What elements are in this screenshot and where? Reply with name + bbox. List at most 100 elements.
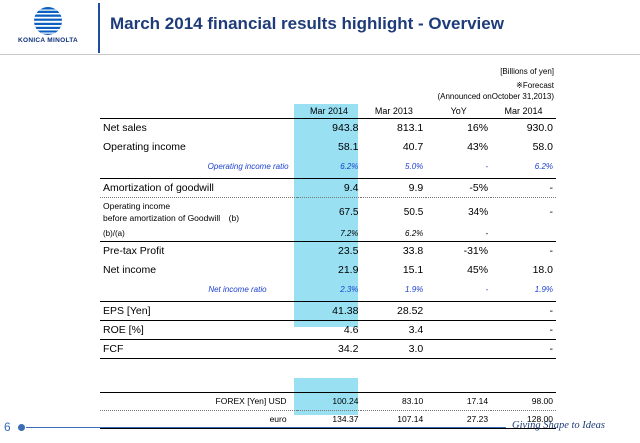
header-cell: Mar 2013	[361, 104, 427, 119]
row-label: Amortization of goodwill	[100, 178, 297, 198]
table-cell: -	[426, 227, 492, 242]
financial-table: Mar 2014 Mar 2013 YoY Mar 2014 Net sales…	[100, 104, 556, 429]
row-label: ROE [%]	[100, 320, 297, 340]
units-note: [Billions of yen]	[500, 67, 554, 76]
table-cell: 4.6	[296, 320, 362, 340]
table-cell: 134.37	[296, 410, 362, 429]
header-cell: Mar 2014	[296, 104, 362, 119]
table-row: EPS [Yen] 41.38 28.52 -	[100, 301, 556, 321]
table-cell: 1.9%	[361, 279, 427, 302]
footer-dot	[18, 424, 25, 431]
table-cell: -	[549, 206, 553, 218]
header-cell: Mar 2014	[491, 104, 556, 119]
table-cell: 58.0	[532, 140, 553, 153]
row-label: euro	[100, 410, 297, 429]
table-row: (b)/(a) 7.2% 6.2% -	[100, 227, 556, 242]
row-label: Net income ratio	[100, 279, 297, 302]
table-cell: 2.3%	[296, 279, 362, 302]
slide-title: March 2014 financial results highlight -…	[110, 14, 504, 33]
table-cell: 21.9	[337, 263, 359, 276]
table-header-row: Mar 2014 Mar 2013 YoY Mar 2014	[100, 104, 556, 119]
table-cell: 813.1	[396, 121, 424, 134]
row-label: Operating income before amortization of …	[100, 197, 297, 227]
table-cell: 17.14	[426, 392, 492, 411]
table-cell	[426, 301, 492, 321]
table-row: Operating income 58.1 40.7 43% 58.0	[100, 137, 556, 156]
table-cell: 50.5	[403, 206, 424, 218]
globe-logo-icon	[34, 7, 62, 35]
table-spacer	[100, 358, 556, 393]
table-cell: -	[491, 301, 556, 321]
row-label: FOREX [Yen] USD	[100, 392, 297, 411]
table-cell: 33.8	[402, 244, 424, 257]
table-cell: 16%	[467, 121, 489, 134]
table-cell: 943.8	[332, 121, 359, 134]
table-cell: -	[426, 279, 492, 302]
table-row: ROE [%] 4.6 3.4 -	[100, 320, 556, 340]
header-divider	[0, 54, 640, 55]
table-row: Amortization of goodwill 9.4 9.9 -5% -	[100, 178, 556, 198]
row-label: Pre-tax Profit	[103, 244, 165, 257]
table-cell: 128.00	[491, 410, 556, 429]
forecast-note: ※Forecast	[516, 81, 554, 90]
table-cell: 100.24	[296, 392, 362, 411]
table-cell: 9.4	[296, 178, 362, 198]
table-cell: 40.7	[402, 140, 424, 153]
brand-name: KONICA MINOLTA	[17, 37, 79, 44]
table-cell	[426, 339, 492, 359]
table-row: euro 134.37 107.14 27.23 128.00	[100, 410, 556, 429]
row-label-line: Operating income	[103, 201, 171, 212]
table-cell: 18.0	[532, 263, 553, 276]
table-cell: 98.00	[491, 392, 556, 411]
table-cell: 107.14	[361, 410, 427, 429]
row-label: Operating income ratio	[100, 156, 297, 179]
table-cell: 7.2%	[296, 227, 362, 242]
footer-divider	[26, 427, 506, 428]
row-label: EPS [Yen]	[100, 301, 297, 321]
table-cell: 3.0	[361, 339, 427, 359]
company-logo: KONICA MINOLTA	[8, 4, 88, 48]
title-accent-bar	[98, 3, 100, 53]
table-cell: -	[491, 178, 556, 198]
table-cell: 6.2%	[361, 227, 427, 242]
table-cell: 45%	[467, 263, 489, 276]
table-cell: 930.0	[526, 121, 553, 134]
table-row: FOREX [Yen] USD 100.24 83.10 17.14 98.00	[100, 392, 556, 411]
table-cell: 23.5	[337, 244, 359, 257]
table-cell: 6.2%	[491, 156, 556, 179]
table-cell: 58.1	[337, 140, 359, 153]
table-cell: 1.9%	[491, 279, 556, 302]
table-cell: 34.2	[296, 339, 362, 359]
table-cell	[491, 227, 556, 242]
table-cell: -	[491, 320, 556, 340]
table-cell: 41.38	[296, 301, 362, 321]
row-label-line: before amortization of Goodwill (b)	[103, 213, 240, 224]
row-label: Operating income	[103, 140, 186, 153]
row-label: (b)/(a)	[100, 227, 297, 242]
table-cell: 9.9	[361, 178, 427, 198]
table-cell: -31%	[463, 244, 489, 257]
table-cell: 43%	[467, 140, 489, 153]
table-cell: 6.2%	[296, 156, 362, 179]
header-cell	[100, 104, 297, 119]
table-cell: 3.4	[361, 320, 427, 340]
table-cell: 15.1	[402, 263, 424, 276]
table-row: Net income ratio 2.3% 1.9% - 1.9%	[100, 279, 556, 302]
page-number: 6	[4, 420, 11, 434]
table-row: FCF 34.2 3.0 -	[100, 339, 556, 359]
table-row: Net sales 943.8 813.1 16% 930.0	[100, 118, 556, 137]
table-cell	[426, 320, 492, 340]
table-cell: 28.52	[361, 301, 427, 321]
table-cell: -	[549, 244, 554, 257]
table-cell: 5.0%	[361, 156, 427, 179]
table-cell: 83.10	[361, 392, 427, 411]
row-label: FCF	[100, 339, 297, 359]
table-cell: 67.5	[338, 206, 359, 218]
table-cell: -5%	[426, 178, 492, 198]
table-cell: -	[426, 156, 492, 179]
row-label: Net sales	[103, 121, 147, 134]
brand-tagline: Giving Shape to Ideas	[512, 420, 606, 431]
table-cell: -	[491, 339, 556, 359]
table-row: Pre-tax Profit 23.5 33.8 -31% -	[100, 241, 556, 260]
table-row: Operating income ratio 6.2% 5.0% - 6.2%	[100, 156, 556, 179]
